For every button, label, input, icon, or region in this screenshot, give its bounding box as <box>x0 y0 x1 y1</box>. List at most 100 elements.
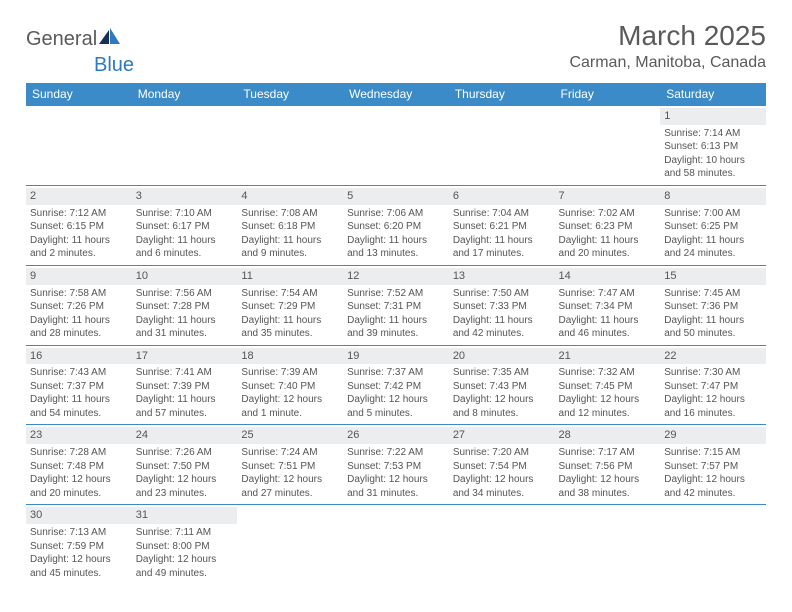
day-number: 12 <box>343 268 449 285</box>
calendar-cell <box>449 106 555 186</box>
sunrise-text: Sunrise: 7:22 AM <box>347 446 445 460</box>
day-number: 26 <box>343 427 449 444</box>
day2-text: and 8 minutes. <box>453 407 551 421</box>
day1-text: Daylight: 12 hours <box>559 393 657 407</box>
sunset-text: Sunset: 7:43 PM <box>453 380 551 394</box>
sunrise-text: Sunrise: 7:28 AM <box>30 446 128 460</box>
day-number: 15 <box>660 268 766 285</box>
calendar-body: 1Sunrise: 7:14 AMSunset: 6:13 PMDaylight… <box>26 106 766 585</box>
sunset-text: Sunset: 7:59 PM <box>30 540 128 554</box>
sunset-text: Sunset: 7:54 PM <box>453 460 551 474</box>
sunrise-text: Sunrise: 7:12 AM <box>30 207 128 221</box>
calendar-cell: 8Sunrise: 7:00 AMSunset: 6:25 PMDaylight… <box>660 185 766 265</box>
logo-sail-icon <box>99 28 121 51</box>
day2-text: and 5 minutes. <box>347 407 445 421</box>
calendar-cell <box>449 505 555 584</box>
calendar-cell: 2Sunrise: 7:12 AMSunset: 6:15 PMDaylight… <box>26 185 132 265</box>
sunset-text: Sunset: 7:42 PM <box>347 380 445 394</box>
day2-text: and 50 minutes. <box>664 327 762 341</box>
day2-text: and 23 minutes. <box>136 487 234 501</box>
sunrise-text: Sunrise: 7:39 AM <box>241 366 339 380</box>
day2-text: and 12 minutes. <box>559 407 657 421</box>
day1-text: Daylight: 12 hours <box>347 473 445 487</box>
calendar-row: 23Sunrise: 7:28 AMSunset: 7:48 PMDayligh… <box>26 425 766 505</box>
calendar-cell: 22Sunrise: 7:30 AMSunset: 7:47 PMDayligh… <box>660 345 766 425</box>
day1-text: Daylight: 11 hours <box>559 234 657 248</box>
calendar-cell: 11 Sunrise: 7:54 AMSunset: 7:29 PMDayligh… <box>237 265 343 345</box>
sunrise-text: Sunrise: 7:54 AM <box>241 287 339 301</box>
calendar-cell <box>555 505 661 584</box>
day1-text: Daylight: 11 hours <box>241 314 339 328</box>
sunset-text: Sunset: 7:34 PM <box>559 300 657 314</box>
day-number: 3 <box>132 188 238 205</box>
day-number: 23 <box>26 427 132 444</box>
sunset-text: Sunset: 7:37 PM <box>30 380 128 394</box>
day1-text: Daylight: 11 hours <box>136 393 234 407</box>
sunrise-text: Sunrise: 7:52 AM <box>347 287 445 301</box>
sunset-text: Sunset: 8:00 PM <box>136 540 234 554</box>
day2-text: and 28 minutes. <box>30 327 128 341</box>
day-number: 18 <box>237 348 343 365</box>
day-number: 8 <box>660 188 766 205</box>
calendar-head: SundayMondayTuesdayWednesdayThursdayFrid… <box>26 83 766 106</box>
sunset-text: Sunset: 6:17 PM <box>136 220 234 234</box>
day2-text: and 27 minutes. <box>241 487 339 501</box>
sunrise-text: Sunrise: 7:11 AM <box>136 526 234 540</box>
day1-text: Daylight: 12 hours <box>347 393 445 407</box>
sunrise-text: Sunrise: 7:04 AM <box>453 207 551 221</box>
calendar-cell: 18Sunrise: 7:39 AMSunset: 7:40 PMDayligh… <box>237 345 343 425</box>
weekday-header: Thursday <box>449 83 555 106</box>
logo: General <box>26 28 121 51</box>
day-number: 1 <box>660 108 766 125</box>
sunrise-text: Sunrise: 7:47 AM <box>559 287 657 301</box>
calendar-table: SundayMondayTuesdayWednesdayThursdayFrid… <box>26 83 766 584</box>
day2-text: and 1 minute. <box>241 407 339 421</box>
logo-text-general: General <box>26 28 97 51</box>
sunrise-text: Sunrise: 7:45 AM <box>664 287 762 301</box>
day1-text: Daylight: 11 hours <box>347 234 445 248</box>
day2-text: and 20 minutes. <box>30 487 128 501</box>
day-number: 2 <box>26 188 132 205</box>
calendar-cell: 23Sunrise: 7:28 AMSunset: 7:48 PMDayligh… <box>26 425 132 505</box>
sunset-text: Sunset: 6:20 PM <box>347 220 445 234</box>
day2-text: and 34 minutes. <box>453 487 551 501</box>
day1-text: Daylight: 12 hours <box>241 473 339 487</box>
calendar-cell: 7Sunrise: 7:02 AMSunset: 6:23 PMDaylight… <box>555 185 661 265</box>
day1-text: Daylight: 11 hours <box>347 314 445 328</box>
weekday-header: Monday <box>132 83 238 106</box>
day2-text: and 54 minutes. <box>30 407 128 421</box>
calendar-cell: 9Sunrise: 7:58 AMSunset: 7:26 PMDaylight… <box>26 265 132 345</box>
sunrise-text: Sunrise: 7:08 AM <box>241 207 339 221</box>
day1-text: Daylight: 12 hours <box>453 393 551 407</box>
calendar-cell: 19Sunrise: 7:37 AMSunset: 7:42 PMDayligh… <box>343 345 449 425</box>
day1-text: Daylight: 11 hours <box>664 234 762 248</box>
calendar-cell <box>132 106 238 186</box>
sunrise-text: Sunrise: 7:20 AM <box>453 446 551 460</box>
calendar-cell: 17Sunrise: 7:41 AMSunset: 7:39 PMDayligh… <box>132 345 238 425</box>
calendar-cell: 31Sunrise: 7:11 AMSunset: 8:00 PMDayligh… <box>132 505 238 584</box>
day-number: 11 <box>237 268 343 285</box>
calendar-cell: 3Sunrise: 7:10 AMSunset: 6:17 PMDaylight… <box>132 185 238 265</box>
calendar-row: 16Sunrise: 7:43 AMSunset: 7:37 PMDayligh… <box>26 345 766 425</box>
sunset-text: Sunset: 6:13 PM <box>664 140 762 154</box>
calendar-row: 9Sunrise: 7:58 AMSunset: 7:26 PMDaylight… <box>26 265 766 345</box>
day1-text: Daylight: 11 hours <box>559 314 657 328</box>
day1-text: Daylight: 11 hours <box>30 314 128 328</box>
calendar-cell: 25Sunrise: 7:24 AMSunset: 7:51 PMDayligh… <box>237 425 343 505</box>
calendar-cell: 21Sunrise: 7:32 AMSunset: 7:45 PMDayligh… <box>555 345 661 425</box>
day-number: 27 <box>449 427 555 444</box>
location-text: Carman, Manitoba, Canada <box>569 54 766 72</box>
day1-text: Daylight: 12 hours <box>30 473 128 487</box>
calendar-row: 30Sunrise: 7:13 AMSunset: 7:59 PMDayligh… <box>26 505 766 584</box>
sunset-text: Sunset: 7:36 PM <box>664 300 762 314</box>
sunrise-text: Sunrise: 7:15 AM <box>664 446 762 460</box>
calendar-cell <box>237 106 343 186</box>
day1-text: Daylight: 11 hours <box>30 393 128 407</box>
sunset-text: Sunset: 7:29 PM <box>241 300 339 314</box>
day-number: 24 <box>132 427 238 444</box>
day1-text: Daylight: 10 hours <box>664 154 762 168</box>
day-number: 17 <box>132 348 238 365</box>
sunset-text: Sunset: 7:51 PM <box>241 460 339 474</box>
sunset-text: Sunset: 6:15 PM <box>30 220 128 234</box>
weekday-header: Sunday <box>26 83 132 106</box>
